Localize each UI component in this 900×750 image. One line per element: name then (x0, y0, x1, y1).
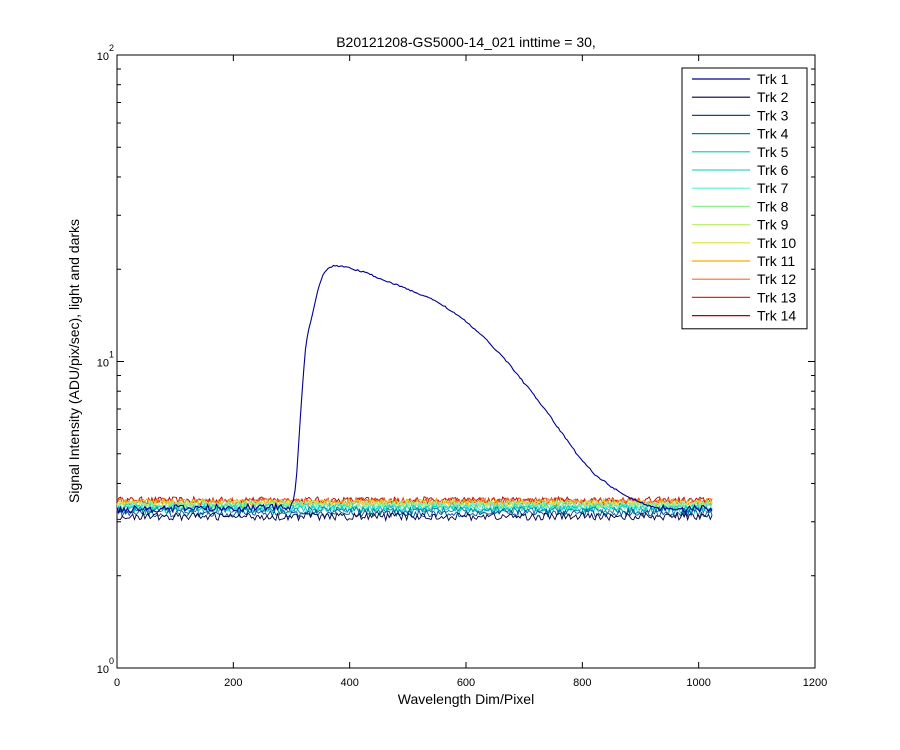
series-line-trk-2 (116, 511, 713, 523)
series-line-trk-1 (116, 264, 713, 515)
series-line-trk-3 (116, 507, 713, 519)
series-line-trk-4 (116, 505, 713, 517)
series-line-trk-5 (116, 503, 713, 515)
x-axis: 0 200 400 600 800 1000 1200 (114, 55, 827, 689)
x-tick-label: 1000 (686, 677, 710, 689)
legend-entry-label: Trk 10 (757, 235, 796, 251)
legend-entry-label: Trk 14 (757, 308, 796, 324)
y-tick-label-base: 10 (97, 51, 109, 63)
y-tick-label-base: 10 (97, 358, 109, 370)
legend-entry-label: Trk 13 (757, 289, 796, 305)
x-axis-label: Wavelength Dim/Pixel (398, 691, 534, 707)
legend-entry-label: Trk 12 (757, 271, 796, 287)
legend: Trk 1 Trk 2 Trk 3 Trk 4 Trk 5 Trk 6 Trk 7 Trk 8… (681, 67, 808, 330)
legend-entry-label: Trk 1 (757, 71, 789, 87)
x-tick-label: 600 (457, 677, 475, 689)
legend-box (681, 67, 808, 330)
legend-entry-label: Trk 8 (757, 198, 789, 214)
x-tick-label: 1200 (803, 677, 827, 689)
legend-entry-label: Trk 7 (757, 180, 789, 196)
series-group (116, 264, 713, 523)
y-tick-label-exponent: 2 (109, 43, 114, 53)
x-tick-label: 0 (114, 677, 120, 689)
legend-entry-label: Trk 2 (757, 89, 789, 105)
legend-entry-label: Trk 4 (757, 126, 789, 142)
chart-title: B20121208-GS5000-14_021 inttime = 30, (336, 34, 596, 50)
series-line-trk-12 (116, 496, 713, 508)
y-tick-label-base: 10 (97, 664, 109, 676)
legend-entry-label: Trk 5 (757, 144, 789, 160)
legend-entry-label: Trk 9 (757, 217, 789, 233)
legend-entry-label: Trk 11 (757, 253, 795, 269)
y-axis-label: Signal Intensity (ADU/pix/sec), light an… (66, 219, 82, 503)
y-tick-label-exponent: 1 (109, 350, 114, 360)
legend-entry-label: Trk 6 (757, 162, 789, 178)
x-tick-label: 800 (573, 677, 591, 689)
y-tick-label-exponent: 0 (109, 656, 114, 666)
x-tick-label: 400 (340, 677, 358, 689)
x-tick-label: 200 (224, 677, 242, 689)
legend-entry-label: Trk 3 (757, 107, 789, 123)
